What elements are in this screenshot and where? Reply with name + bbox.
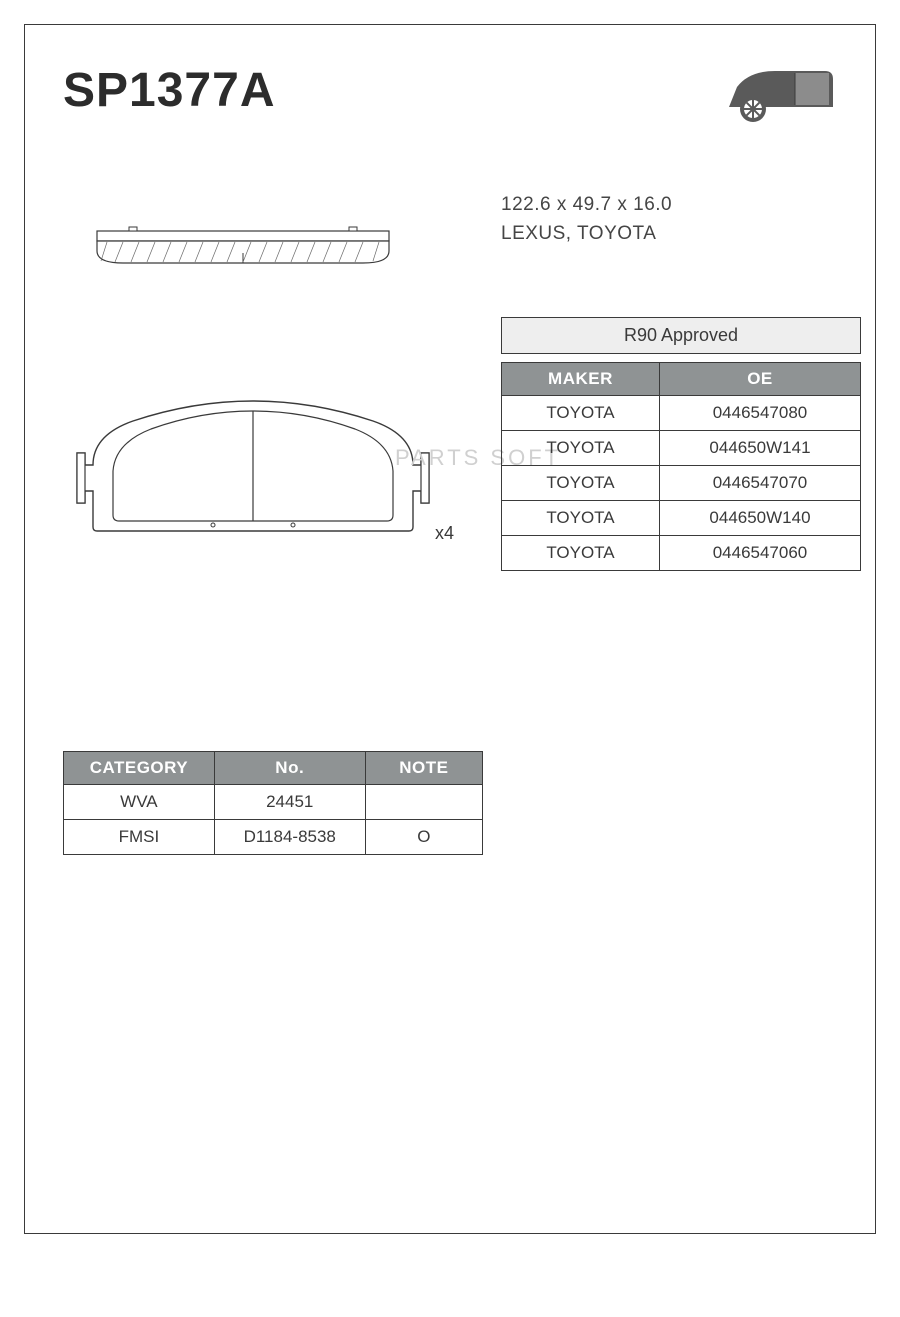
oe-cell-code: 044650W140	[659, 501, 860, 536]
brake-pad-front-view-icon	[73, 395, 433, 565]
oe-cell-maker: TOYOTA	[502, 501, 660, 536]
cat-col-note: NOTE	[365, 752, 482, 785]
table-row: TOYOTA 0446547060	[502, 536, 861, 571]
approval-badge: R90 Approved	[501, 317, 861, 354]
table-row: TOYOTA 0446547080	[502, 396, 861, 431]
cat-cell-no: D1184-8538	[214, 820, 365, 855]
cat-cell-category: WVA	[64, 785, 215, 820]
vehicles-text: LEXUS, TOYOTA	[501, 219, 672, 248]
car-rear-quarter-icon	[727, 63, 837, 123]
oe-col-maker: MAKER	[502, 363, 660, 396]
cat-cell-note	[365, 785, 482, 820]
cat-cell-no: 24451	[214, 785, 365, 820]
cat-col-no: No.	[214, 752, 365, 785]
oe-block: R90 Approved MAKER OE TOYOTA 0446547080 …	[501, 317, 861, 571]
cat-cell-category: FMSI	[64, 820, 215, 855]
table-row: FMSI D1184-8538 O	[64, 820, 483, 855]
spec-sheet: SP1377A 122.6 x 49.7 x 16.0 LEXUS, TOYOT…	[24, 24, 876, 1234]
brake-pad-top-view-icon	[93, 225, 393, 273]
table-row: WVA 24451	[64, 785, 483, 820]
table-row: TOYOTA 0446547070	[502, 466, 861, 501]
category-table: CATEGORY No. NOTE WVA 24451 FMSI D1184-8…	[63, 751, 483, 855]
oe-cell-code: 0446547080	[659, 396, 860, 431]
part-number-title: SP1377A	[63, 63, 837, 118]
oe-cell-maker: TOYOTA	[502, 466, 660, 501]
spec-info: 122.6 x 49.7 x 16.0 LEXUS, TOYOTA	[501, 190, 672, 249]
oe-cell-code: 0446547060	[659, 536, 860, 571]
oe-cell-maker: TOYOTA	[502, 431, 660, 466]
cat-cell-note: O	[365, 820, 482, 855]
table-row: TOYOTA 044650W141	[502, 431, 861, 466]
quantity-label: x4	[435, 523, 454, 544]
table-header-row: MAKER OE	[502, 363, 861, 396]
oe-col-oe: OE	[659, 363, 860, 396]
dimensions-text: 122.6 x 49.7 x 16.0	[501, 190, 672, 219]
table-row: TOYOTA 044650W140	[502, 501, 861, 536]
category-block: CATEGORY No. NOTE WVA 24451 FMSI D1184-8…	[63, 751, 483, 855]
table-header-row: CATEGORY No. NOTE	[64, 752, 483, 785]
cat-col-category: CATEGORY	[64, 752, 215, 785]
oe-cell-maker: TOYOTA	[502, 396, 660, 431]
oe-cell-code: 044650W141	[659, 431, 860, 466]
oe-table: MAKER OE TOYOTA 0446547080 TOYOTA 044650…	[501, 362, 861, 571]
oe-cell-maker: TOYOTA	[502, 536, 660, 571]
oe-cell-code: 0446547070	[659, 466, 860, 501]
